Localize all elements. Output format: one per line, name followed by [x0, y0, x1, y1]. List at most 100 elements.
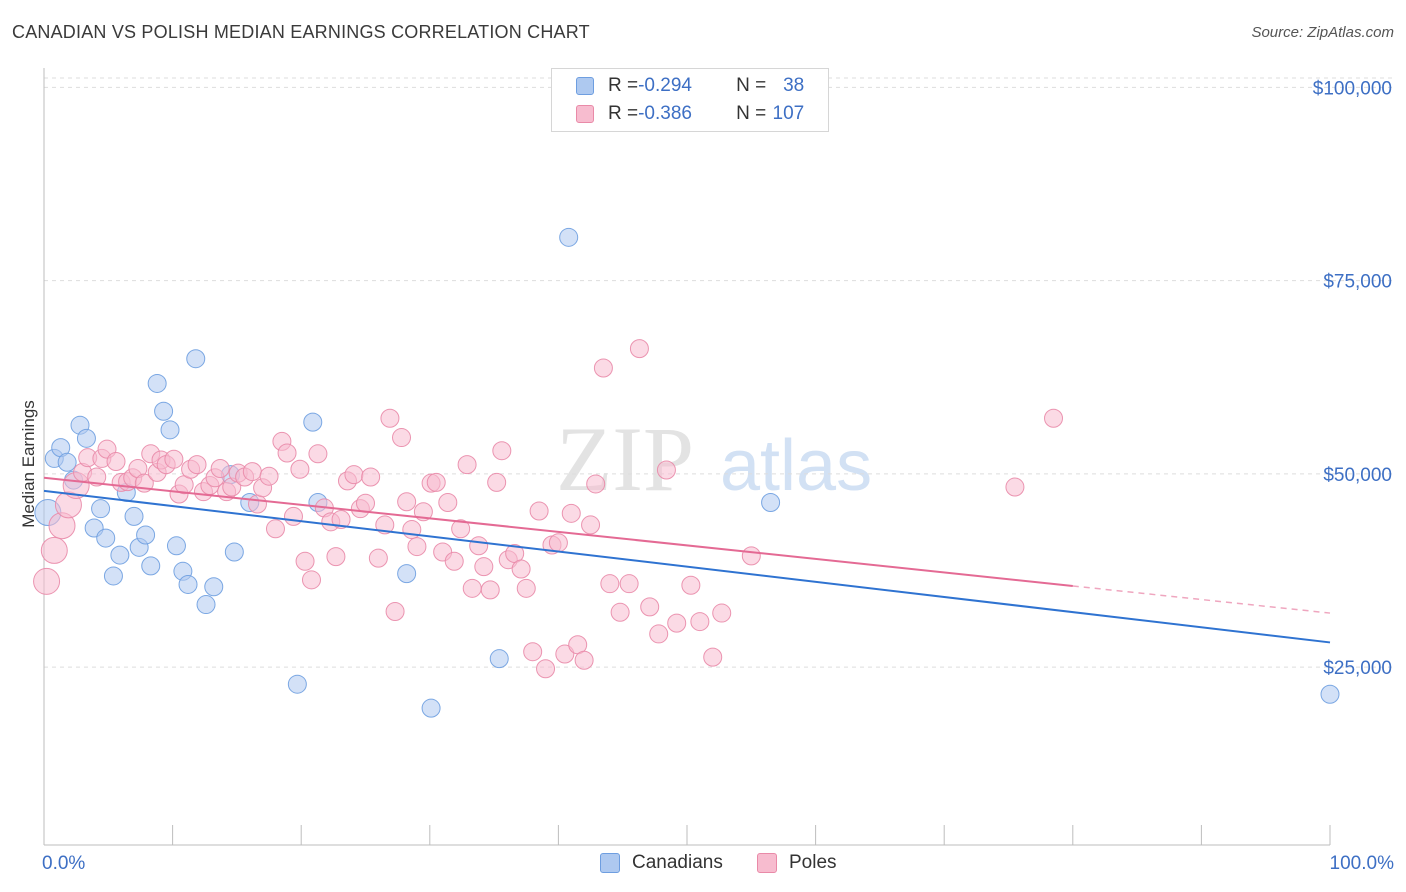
pole-point	[242, 462, 262, 482]
canadians-legend-label: Canadians	[632, 852, 723, 873]
canadian-point	[303, 412, 323, 432]
pole-point	[681, 575, 701, 595]
canadian-point	[110, 545, 130, 565]
pole-point	[356, 493, 375, 513]
x-tick-labels: 0.0% 100.0%	[42, 853, 1394, 874]
pole-point	[295, 551, 315, 571]
legend-row-poles: R = -0.386 N = 107	[576, 101, 804, 127]
zipatlas-watermark: ZIP atlas	[556, 408, 872, 510]
pole-point	[516, 578, 536, 598]
watermark-zip: ZIP	[556, 408, 694, 510]
legend-item-poles[interactable]: Poles	[757, 852, 837, 874]
pole-point	[331, 510, 351, 530]
pole-point	[375, 515, 395, 535]
watermark-atlas: atlas	[720, 426, 872, 506]
canadians-legend-swatch	[600, 853, 620, 873]
pole-point	[561, 503, 581, 523]
pole-point	[368, 548, 388, 568]
pole-point	[574, 650, 594, 670]
pole-point	[361, 467, 381, 487]
pole-point	[344, 465, 364, 485]
axes	[43, 68, 1331, 846]
pole-point	[326, 547, 346, 567]
legend-n-value: 38	[783, 75, 805, 96]
pole-point	[265, 519, 285, 539]
canadian-point	[160, 420, 180, 440]
pole-point	[593, 358, 613, 378]
data-points	[33, 227, 1340, 718]
pole-point	[106, 452, 126, 472]
series-legend: Canadians Poles	[0, 852, 1406, 878]
canadian-point	[124, 506, 144, 526]
pole-point	[649, 624, 669, 644]
canadian-point	[186, 349, 206, 369]
pole-point	[1005, 477, 1025, 497]
pole-point	[581, 515, 601, 535]
canadian-point	[224, 542, 244, 562]
pole-point	[301, 570, 321, 590]
canadian-point	[421, 698, 441, 718]
canadian-point	[141, 556, 161, 576]
pole-point	[667, 613, 687, 633]
pole-point	[656, 460, 676, 480]
canadian-point	[103, 566, 123, 586]
legend-n-label: N =	[736, 103, 767, 124]
chart-source: Source: ZipAtlas.com	[1251, 24, 1394, 41]
legend-r-label: R =	[608, 103, 639, 124]
pole-point	[619, 574, 639, 594]
pole-point	[247, 494, 267, 514]
pole-point	[397, 492, 417, 512]
pole-point	[536, 659, 556, 679]
legend-r-value: -0.294	[638, 75, 692, 96]
pole-point	[1044, 408, 1064, 428]
pole-point	[385, 602, 405, 622]
legend-n-label: N =	[736, 75, 767, 96]
canadian-point	[147, 373, 167, 393]
y-tick-label: $25,000	[1323, 658, 1392, 679]
pole-point	[492, 441, 512, 461]
pole-point	[712, 603, 732, 623]
canadian-point	[761, 493, 781, 513]
canadian-point	[166, 536, 186, 556]
pole-point	[259, 466, 279, 486]
poles-legend-label: Poles	[789, 852, 837, 873]
x-tick-label: 0.0%	[42, 853, 85, 874]
y-tick-labels: $25,000 $50,000 $75,000 $100,000	[1313, 78, 1392, 679]
canadian-point	[559, 227, 579, 247]
poles-trendline	[43, 476, 1073, 587]
pole-point	[277, 443, 297, 463]
pole-point	[33, 567, 61, 595]
legend-item-canadians[interactable]: Canadians	[600, 852, 723, 874]
canadian-point	[76, 428, 96, 448]
pole-point	[457, 455, 477, 475]
poles-swatch	[576, 105, 594, 123]
pole-point	[555, 644, 575, 664]
pole-point	[87, 467, 107, 487]
pole-point	[548, 533, 568, 553]
canadians-swatch	[576, 77, 594, 95]
canadian-point	[489, 649, 509, 669]
canadian-point	[178, 574, 198, 594]
canadians-trendline	[43, 489, 1331, 644]
pole-point	[426, 472, 446, 492]
pole-point	[451, 519, 471, 539]
y-axis-label: Median Earnings	[19, 400, 38, 528]
pole-point	[187, 455, 207, 475]
canadian-point	[91, 499, 111, 519]
pole-point	[480, 580, 500, 600]
correlation-legend: R = -0.294 N = 38 R = -0.386 N = 107	[551, 68, 829, 132]
pole-point	[40, 536, 68, 564]
legend-r-label: R =	[608, 75, 639, 96]
canadian-point	[136, 525, 156, 545]
pole-point	[487, 472, 507, 492]
pole-point	[703, 647, 723, 667]
canadian-point	[287, 674, 307, 694]
pole-point	[600, 574, 620, 594]
pole-point	[690, 612, 710, 632]
legend-n-value: 107	[772, 103, 805, 124]
poles-trendline-extension	[1072, 585, 1331, 614]
gridlines	[44, 77, 1392, 668]
y-tick-label: $75,000	[1323, 272, 1392, 293]
canadian-point	[154, 401, 174, 421]
